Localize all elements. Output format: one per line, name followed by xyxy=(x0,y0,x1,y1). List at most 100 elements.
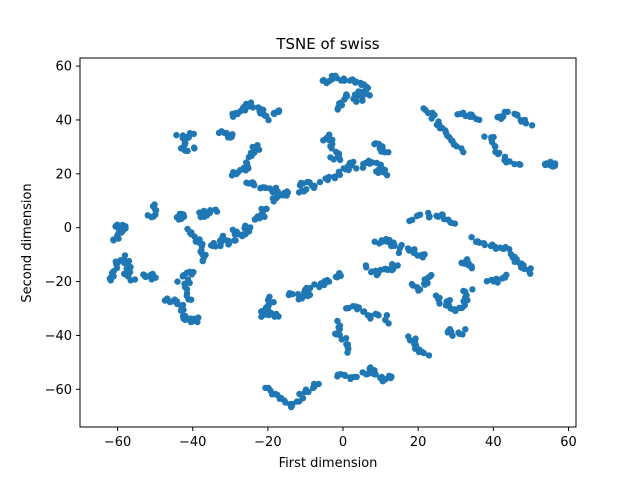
data-point xyxy=(469,286,476,293)
y-tick-label: 60 xyxy=(55,60,72,75)
data-point xyxy=(425,352,433,359)
data-point xyxy=(152,274,159,281)
data-point xyxy=(341,77,348,84)
data-point xyxy=(242,222,249,229)
data-point xyxy=(289,290,296,298)
data-point xyxy=(115,235,122,242)
data-point xyxy=(213,208,221,215)
data-point xyxy=(183,147,190,154)
data-point xyxy=(259,206,266,213)
data-point xyxy=(142,273,149,281)
y-tick-label: 0 xyxy=(64,221,72,236)
data-point xyxy=(344,349,351,356)
data-point xyxy=(390,242,398,249)
data-point xyxy=(389,261,396,268)
data-point xyxy=(353,165,360,172)
data-point xyxy=(182,316,189,324)
data-point xyxy=(528,122,536,129)
data-point xyxy=(492,143,499,150)
data-point xyxy=(131,276,139,283)
data-point xyxy=(352,95,359,103)
data-point xyxy=(527,270,534,277)
data-point xyxy=(325,173,333,181)
data-point xyxy=(367,312,374,320)
data-point xyxy=(315,380,322,388)
data-point xyxy=(503,271,510,278)
data-point xyxy=(311,182,318,190)
data-point xyxy=(449,332,456,339)
data-point xyxy=(506,158,513,165)
data-point xyxy=(249,143,256,151)
data-points xyxy=(106,72,559,411)
data-point xyxy=(186,279,193,287)
x-tick-label: −40 xyxy=(179,435,206,450)
y-axis-label: Second dimension xyxy=(20,183,35,302)
data-point xyxy=(481,133,488,140)
plot-frame xyxy=(79,57,577,428)
data-point xyxy=(302,386,310,393)
data-point xyxy=(338,336,345,343)
data-point xyxy=(293,398,301,405)
data-point xyxy=(383,172,391,179)
data-point xyxy=(310,380,318,388)
data-point xyxy=(363,264,370,271)
data-point xyxy=(385,320,392,327)
data-point xyxy=(358,93,365,100)
data-point xyxy=(174,278,181,285)
data-point xyxy=(320,76,327,84)
data-point xyxy=(217,242,224,250)
data-point xyxy=(416,211,424,218)
y-tick-label: −20 xyxy=(45,275,72,290)
data-point xyxy=(474,238,481,245)
data-point xyxy=(350,158,357,166)
data-point xyxy=(420,349,427,357)
data-point xyxy=(398,241,405,249)
data-point xyxy=(243,179,250,186)
data-point xyxy=(275,313,282,320)
data-point xyxy=(456,330,463,338)
data-point xyxy=(496,149,503,157)
data-point xyxy=(476,116,483,124)
x-tick-label: −20 xyxy=(254,435,281,450)
data-point xyxy=(231,237,238,244)
data-point xyxy=(230,169,237,176)
data-point xyxy=(283,192,290,199)
data-point xyxy=(200,207,208,215)
x-axis-label: First dimension xyxy=(279,456,378,471)
y-tick-label: 40 xyxy=(55,113,72,128)
data-point xyxy=(122,223,129,230)
data-point xyxy=(426,213,433,220)
data-point xyxy=(173,131,180,139)
data-point xyxy=(195,314,202,321)
chart-title: TSNE of swiss xyxy=(275,35,379,53)
data-point xyxy=(428,115,435,122)
data-point xyxy=(243,159,250,166)
data-point xyxy=(343,91,350,98)
x-axis: −60 −40 −20 0 20 40 60 xyxy=(104,427,577,450)
data-point xyxy=(275,107,282,115)
data-point xyxy=(229,226,236,233)
y-tick-label: 20 xyxy=(55,167,72,182)
data-point xyxy=(251,216,259,223)
data-point xyxy=(336,156,344,164)
data-point xyxy=(229,131,236,138)
data-point xyxy=(381,149,388,156)
data-point xyxy=(296,390,303,398)
data-point xyxy=(188,271,196,278)
data-point xyxy=(468,234,475,241)
data-point xyxy=(299,395,307,402)
data-point xyxy=(190,144,198,151)
data-point xyxy=(511,160,518,168)
data-point xyxy=(316,283,323,291)
data-point xyxy=(419,254,426,261)
data-point xyxy=(251,182,258,189)
data-point xyxy=(515,160,523,168)
data-point xyxy=(206,209,214,216)
data-point xyxy=(272,390,279,398)
data-point xyxy=(152,206,159,213)
data-point xyxy=(504,108,511,116)
data-point xyxy=(372,371,379,378)
data-point xyxy=(180,211,187,218)
